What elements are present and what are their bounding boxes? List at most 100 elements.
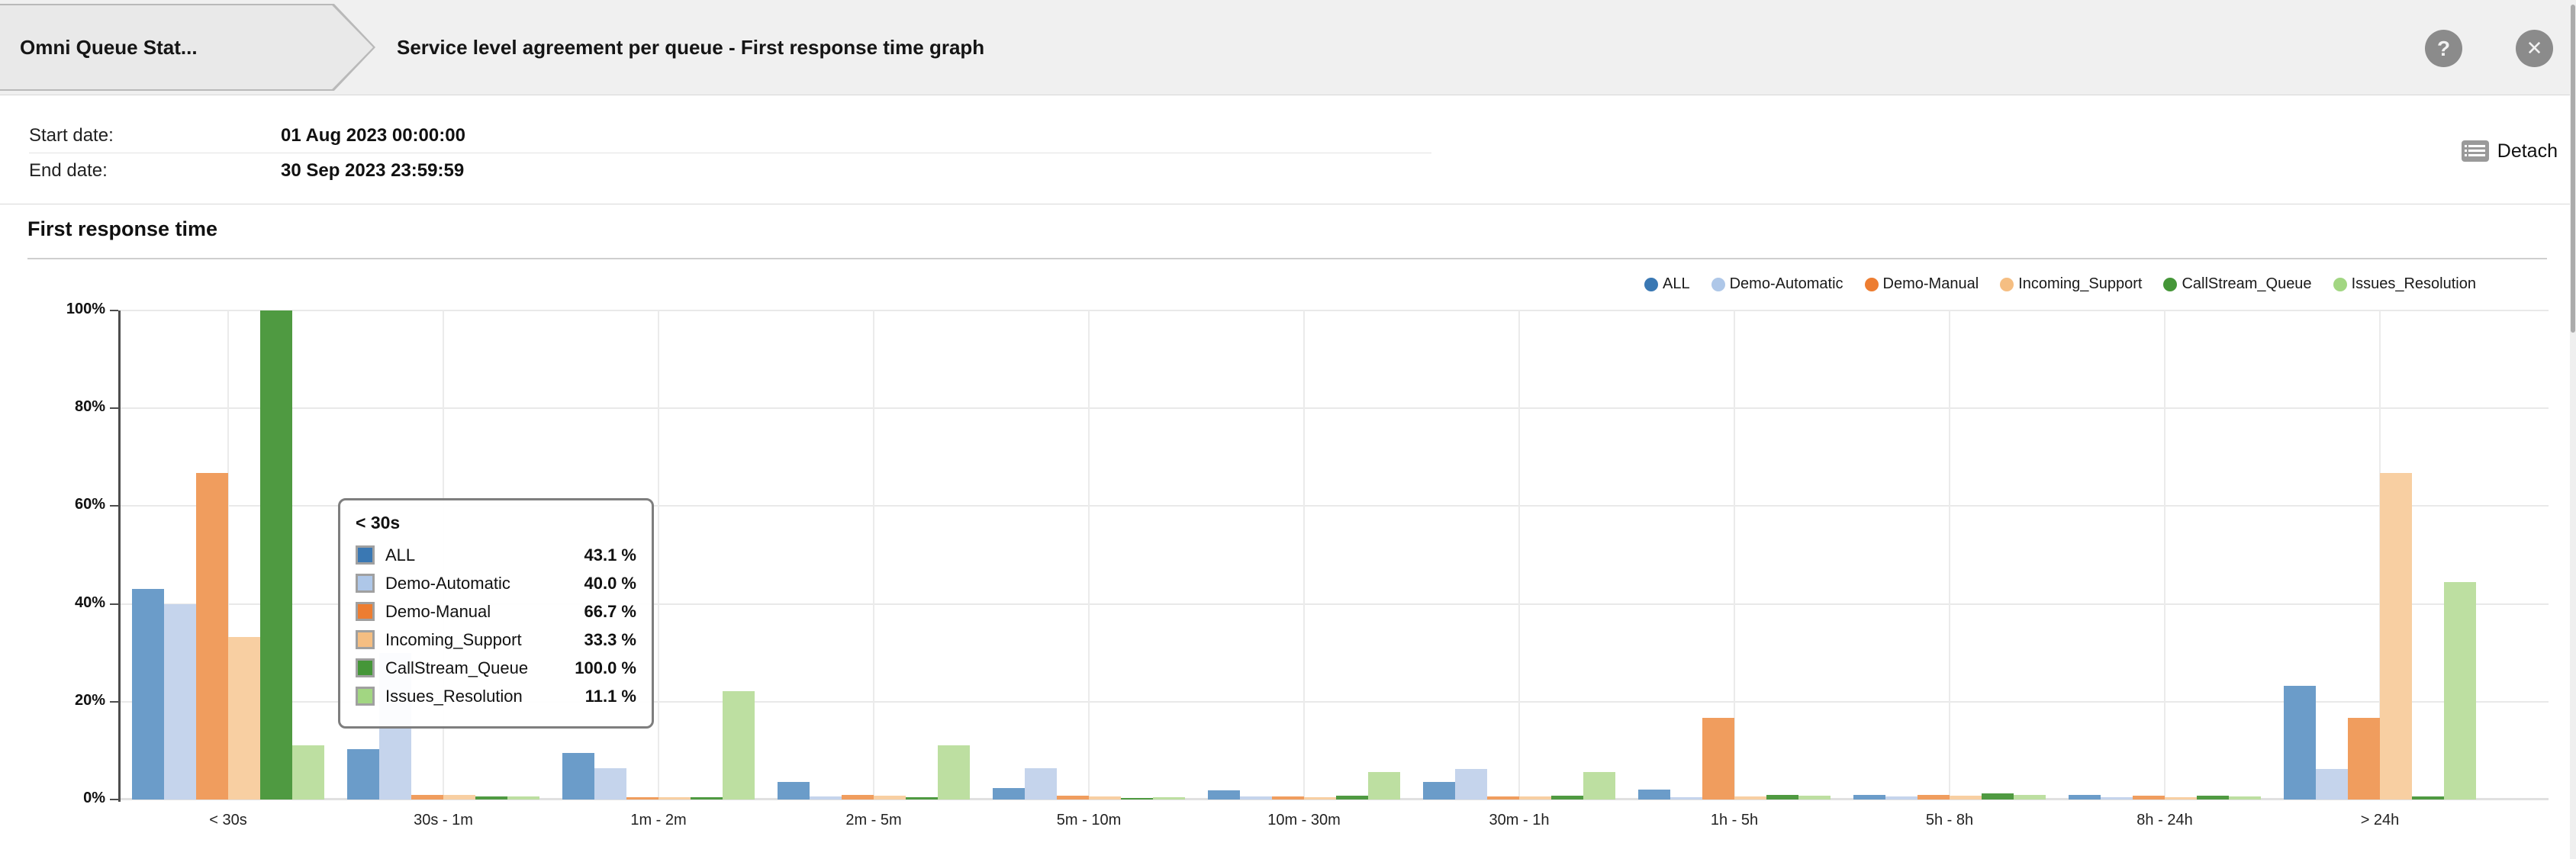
bar-ALL[interactable]	[2069, 795, 2101, 799]
close-button[interactable]: ✕	[2516, 30, 2553, 67]
bar-Demo-Manual[interactable]	[196, 473, 228, 799]
y-tick-label: 60%	[74, 496, 105, 513]
bar-Demo-Automatic[interactable]	[594, 767, 626, 799]
bar-Issues_Resolution[interactable]	[2444, 582, 2476, 799]
bar-Demo-Manual[interactable]	[411, 794, 443, 799]
bar-CallStream_Queue[interactable]	[1766, 794, 1798, 799]
x-gridline	[1303, 310, 1305, 799]
bar-Issues_Resolution[interactable]	[1583, 772, 1615, 799]
bar-ALL[interactable]	[2284, 685, 2316, 799]
bar-Demo-Manual[interactable]	[1702, 717, 1734, 799]
bar-Demo-Manual[interactable]	[842, 795, 874, 799]
bar-Demo-Automatic[interactable]	[810, 796, 842, 799]
help-button[interactable]: ?	[2425, 30, 2462, 67]
bar-CallStream_Queue[interactable]	[475, 796, 507, 799]
end-date-label: End date:	[29, 159, 108, 181]
bar-Incoming_Support[interactable]	[874, 795, 906, 799]
bar-Demo-Manual[interactable]	[2133, 795, 2165, 799]
breadcrumb-inner: Omni Queue Stat...	[0, 5, 373, 89]
legend-item-Incoming_Support[interactable]: Incoming_Support	[2000, 275, 2142, 293]
scrollbar[interactable]	[2570, 0, 2576, 859]
bar-Issues_Resolution[interactable]	[938, 745, 970, 799]
bar-Incoming_Support[interactable]	[228, 636, 260, 799]
bar-group: 5h - 8h	[1842, 310, 2057, 828]
tooltip-series-swatch	[356, 687, 375, 706]
bar-Issues_Resolution[interactable]	[2229, 796, 2261, 799]
bar-CallStream_Queue[interactable]	[2412, 796, 2444, 799]
bar-Demo-Automatic[interactable]	[1670, 796, 1702, 799]
bar-CallStream_Queue[interactable]	[1336, 795, 1368, 799]
bar-ALL[interactable]	[562, 753, 594, 799]
bar-Incoming_Support[interactable]	[2380, 473, 2412, 799]
bar-Demo-Automatic[interactable]	[1455, 769, 1487, 799]
bar-Demo-Automatic[interactable]	[2101, 796, 2133, 799]
x-gridline	[2164, 310, 2165, 799]
bar-Issues_Resolution[interactable]	[1153, 796, 1185, 799]
bar-Incoming_Support[interactable]	[1304, 796, 1336, 799]
bar-ALL[interactable]	[1423, 781, 1455, 799]
legend-item-Issues_Resolution[interactable]: Issues_Resolution	[2333, 275, 2476, 293]
bar-ALL[interactable]	[778, 781, 810, 799]
bar-Incoming_Support[interactable]	[1089, 796, 1121, 799]
tooltip-series-label: CallStream_Queue	[385, 658, 529, 677]
legend-item-CallStream_Queue[interactable]: CallStream_Queue	[2163, 275, 2312, 293]
x-tick-label: 2m - 5m	[845, 812, 902, 828]
legend-item-ALL[interactable]: ALL	[1644, 275, 1690, 293]
bar-Demo-Manual[interactable]	[2348, 717, 2380, 799]
bar-group: 2m - 5m	[766, 310, 981, 828]
bar-ALL[interactable]	[1638, 789, 1670, 799]
bar-group: > 24h	[2272, 310, 2487, 828]
bar-Demo-Manual[interactable]	[1487, 796, 1519, 799]
bar-ALL[interactable]	[132, 588, 164, 799]
bar-Demo-Automatic[interactable]	[1025, 767, 1057, 799]
breadcrumb[interactable]: Omni Queue Stat...	[0, 4, 375, 91]
bar-Demo-Manual[interactable]	[1272, 796, 1304, 799]
bar-Demo-Automatic[interactable]	[164, 603, 196, 799]
bar-Demo-Automatic[interactable]	[2316, 769, 2348, 799]
bar-Incoming_Support[interactable]	[658, 797, 691, 799]
legend-item-Demo-Automatic[interactable]: Demo-Automatic	[1711, 275, 1843, 293]
bar-Issues_Resolution[interactable]	[723, 690, 755, 799]
bar-Issues_Resolution[interactable]	[292, 745, 324, 799]
x-gridline	[1949, 310, 1950, 799]
bar-Issues_Resolution[interactable]	[507, 796, 539, 799]
x-tick-label: 8h - 24h	[2136, 812, 2193, 828]
bar-Issues_Resolution[interactable]	[1798, 795, 1831, 799]
bar-Incoming_Support[interactable]	[443, 794, 475, 799]
x-tick-label: 30s - 1m	[414, 812, 473, 828]
bar-cluster	[778, 745, 970, 799]
bar-ALL[interactable]	[347, 748, 379, 799]
tooltip-series-label: Issues_Resolution	[385, 686, 523, 706]
detach-button[interactable]: Detach	[2461, 136, 2558, 166]
legend-item-Demo-Manual[interactable]: Demo-Manual	[1864, 275, 1979, 293]
bar-CallStream_Queue[interactable]	[1982, 793, 2014, 799]
bar-CallStream_Queue[interactable]	[1121, 798, 1153, 799]
bar-CallStream_Queue[interactable]	[260, 310, 292, 799]
bar-CallStream_Queue[interactable]	[691, 796, 723, 799]
bar-Demo-Manual[interactable]	[626, 796, 658, 799]
tooltip-series-swatch	[356, 658, 375, 677]
bar-Incoming_Support[interactable]	[2165, 796, 2197, 799]
bar-Incoming_Support[interactable]	[1734, 796, 1766, 799]
bar-Demo-Manual[interactable]	[1918, 794, 1950, 799]
bar-ALL[interactable]	[1853, 794, 1885, 799]
bar-ALL[interactable]	[1208, 790, 1240, 799]
bar-Demo-Automatic[interactable]	[1240, 796, 1272, 799]
bar-Issues_Resolution[interactable]	[2014, 795, 2046, 799]
bar-Incoming_Support[interactable]	[1950, 795, 1982, 799]
bar-CallStream_Queue[interactable]	[1551, 795, 1583, 799]
bar-ALL[interactable]	[993, 788, 1025, 799]
scrollbar-thumb[interactable]	[2571, 5, 2575, 333]
bar-CallStream_Queue[interactable]	[2197, 795, 2229, 799]
bar-Incoming_Support[interactable]	[1519, 796, 1551, 799]
bar-CallStream_Queue[interactable]	[906, 796, 938, 799]
detach-list-icon	[2461, 140, 2489, 162]
bar-Demo-Automatic[interactable]	[1885, 796, 1918, 799]
bar-Issues_Resolution[interactable]	[1368, 772, 1400, 799]
bar-Demo-Manual[interactable]	[1057, 795, 1089, 799]
legend-label: ALL	[1663, 275, 1690, 292]
tooltip-series-value: 100.0 %	[575, 658, 636, 677]
y-gridline	[121, 407, 2549, 410]
x-tick-label: 5h - 8h	[1925, 812, 1974, 828]
